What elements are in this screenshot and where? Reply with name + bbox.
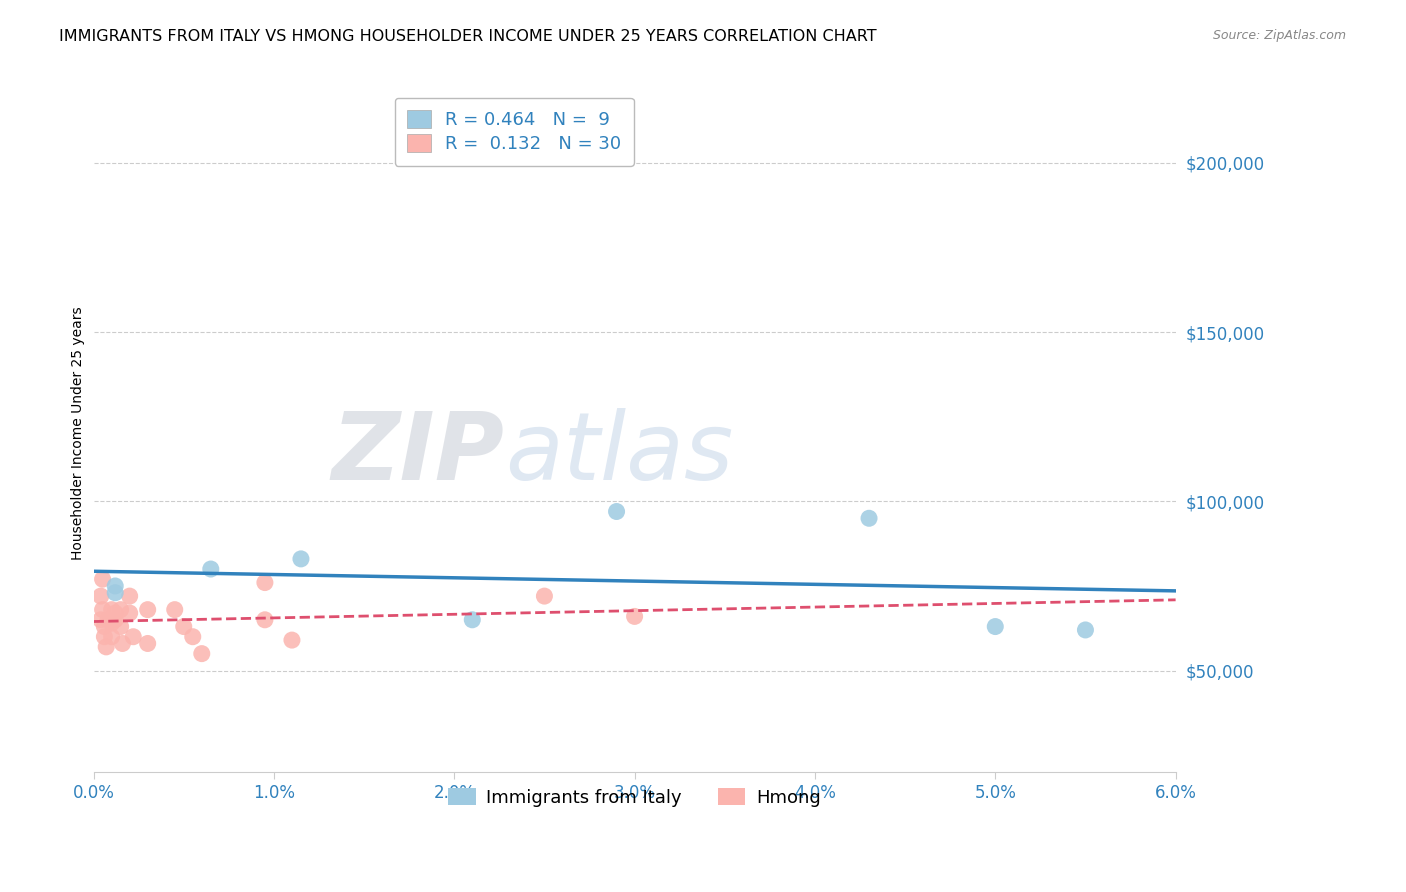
Point xyxy=(136,602,159,616)
Point xyxy=(281,633,304,648)
Point xyxy=(181,630,204,644)
Point xyxy=(104,606,127,620)
Point xyxy=(253,613,276,627)
Point xyxy=(200,562,222,576)
Point xyxy=(104,585,127,599)
Point xyxy=(100,630,122,644)
Y-axis label: Householder Income Under 25 years: Householder Income Under 25 years xyxy=(72,307,86,560)
Point xyxy=(858,511,880,525)
Point xyxy=(93,630,115,644)
Point xyxy=(96,640,118,654)
Point xyxy=(91,572,114,586)
Point xyxy=(191,647,214,661)
Point xyxy=(97,613,120,627)
Point xyxy=(290,552,312,566)
Point xyxy=(163,602,186,616)
Point xyxy=(173,619,195,633)
Point xyxy=(111,636,134,650)
Point xyxy=(253,575,276,590)
Point xyxy=(90,613,112,627)
Legend: Immigrants from Italy, Hmong: Immigrants from Italy, Hmong xyxy=(441,780,828,814)
Point xyxy=(90,589,112,603)
Text: ZIP: ZIP xyxy=(332,408,505,500)
Point xyxy=(136,636,159,650)
Point xyxy=(104,579,127,593)
Point xyxy=(118,589,141,603)
Point xyxy=(118,606,141,620)
Point xyxy=(623,609,645,624)
Text: Source: ZipAtlas.com: Source: ZipAtlas.com xyxy=(1212,29,1346,43)
Point xyxy=(533,589,555,603)
Point xyxy=(100,616,122,631)
Point xyxy=(104,613,127,627)
Point xyxy=(122,630,145,644)
Point xyxy=(110,602,132,616)
Point xyxy=(606,504,628,518)
Point xyxy=(100,602,122,616)
Point xyxy=(461,613,484,627)
Point xyxy=(984,619,1007,633)
Text: atlas: atlas xyxy=(505,409,733,500)
Point xyxy=(93,619,115,633)
Point xyxy=(91,602,114,616)
Point xyxy=(110,619,132,633)
Point xyxy=(1074,623,1097,637)
Text: IMMIGRANTS FROM ITALY VS HMONG HOUSEHOLDER INCOME UNDER 25 YEARS CORRELATION CHA: IMMIGRANTS FROM ITALY VS HMONG HOUSEHOLD… xyxy=(59,29,877,45)
